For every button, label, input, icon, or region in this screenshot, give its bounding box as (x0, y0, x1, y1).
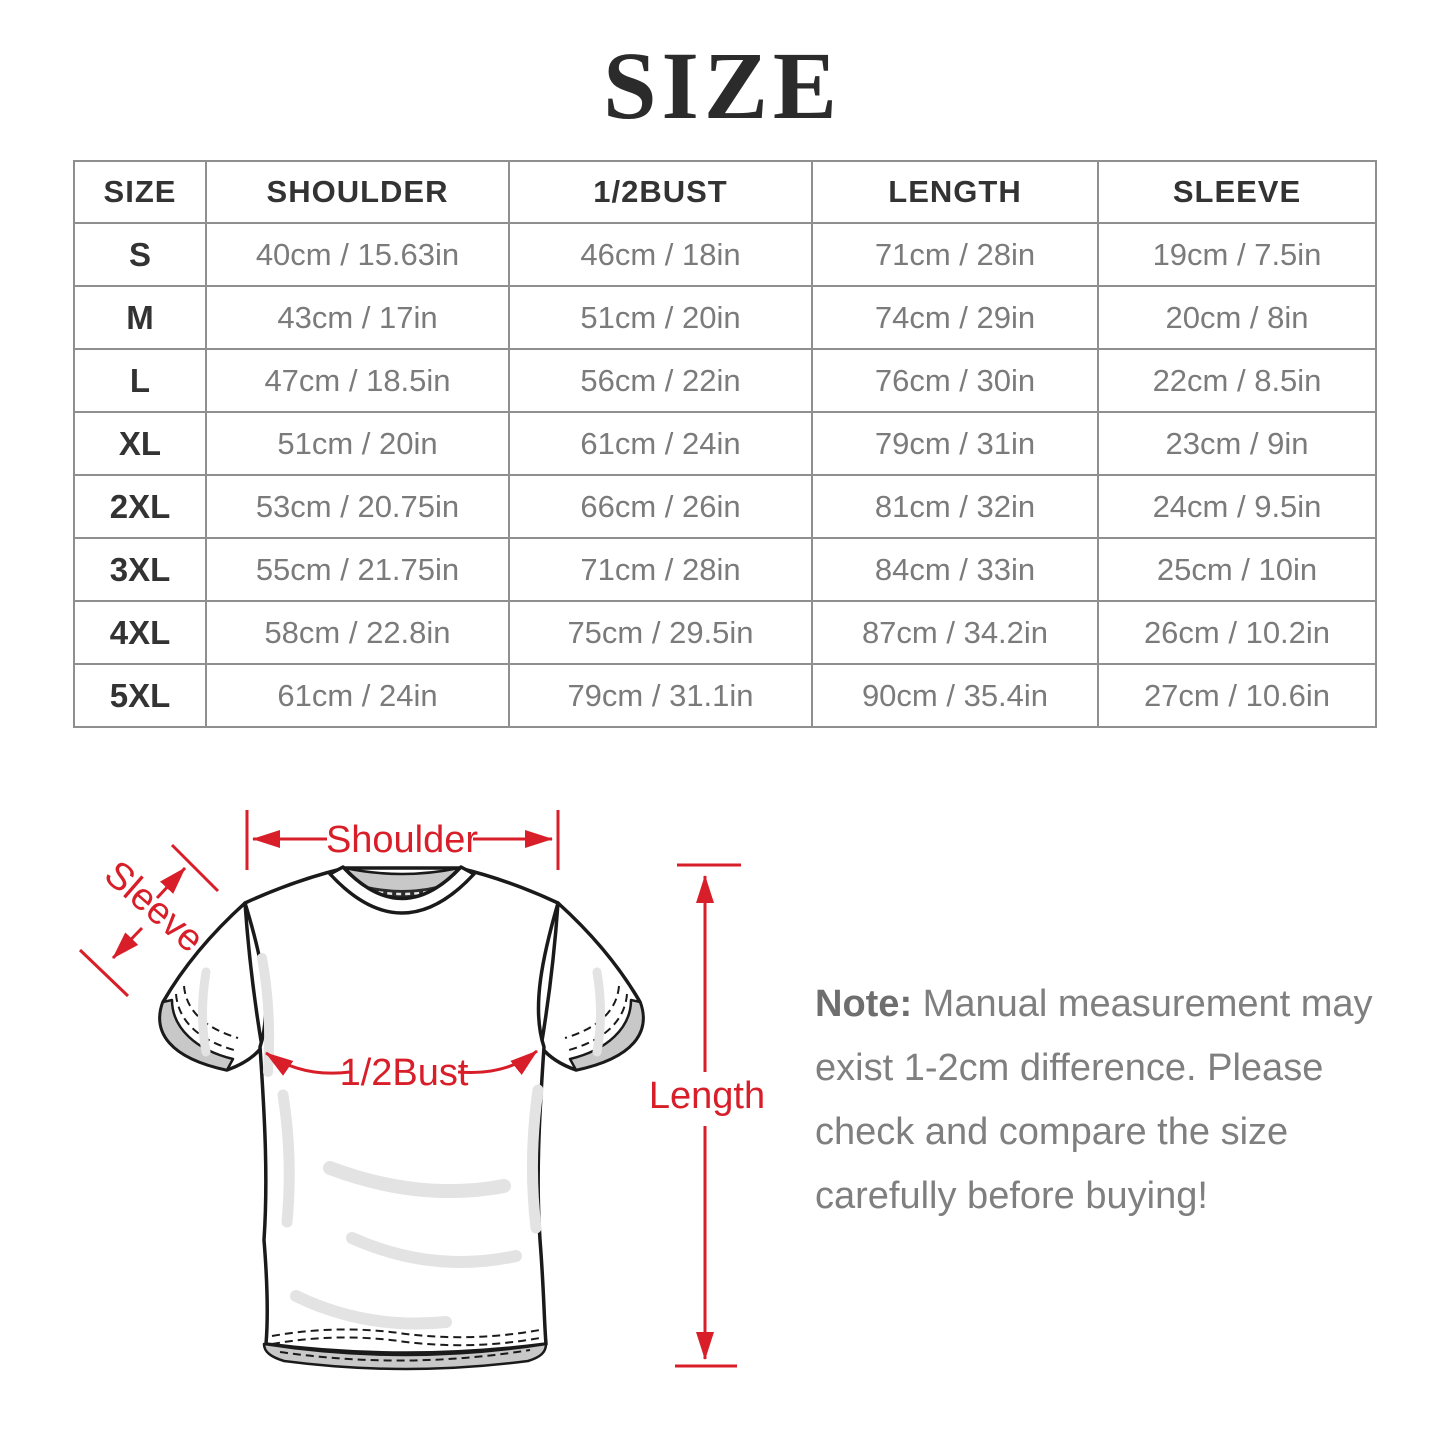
half-bust-measure-annotation: 1/2Bust (265, 1049, 538, 1094)
shoulder-measure-annotation: Shoulder (245, 810, 560, 870)
size-label: S (73, 222, 207, 287)
left-cuff-stitching (175, 993, 235, 1051)
table-row: 4XL 58cm / 22.8in 75cm / 29.5in 87cm / 3… (73, 600, 1377, 665)
size-label: 5XL (73, 663, 207, 728)
collar-rib-band (328, 865, 476, 915)
length-value: 81cm / 32in (811, 474, 1099, 539)
wrinkle (277, 1089, 295, 1228)
shoulder-value: 47cm / 18.5in (205, 348, 510, 413)
note-line: Note: Manual measurement may (815, 972, 1395, 1036)
wrinkle (592, 967, 605, 1057)
sleeve-arrow-up-icon (155, 866, 187, 900)
wrinkle (526, 1084, 544, 1234)
sleeve-lower-tick (78, 948, 130, 998)
sleeve-value: 22cm / 8.5in (1097, 348, 1377, 413)
length-value: 90cm / 35.4in (811, 663, 1099, 728)
table-row: M 43cm / 17in 51cm / 20in 74cm / 29in 20… (73, 285, 1377, 350)
half-bust-value: 51cm / 20in (508, 285, 813, 350)
left-cuff-opening (158, 998, 235, 1072)
note-text: Manual measurement may (922, 983, 1373, 1025)
note-line: exist 1-2cm difference. Please (815, 1047, 1324, 1089)
table-row: 3XL 55cm / 21.75in 71cm / 28in 84cm / 33… (73, 537, 1377, 602)
page-title: SIZE (603, 32, 842, 139)
sleeve-value: 19cm / 7.5in (1097, 222, 1377, 287)
hem-stitching (271, 1336, 541, 1347)
table-row: S 40cm / 15.63in 46cm / 18in 71cm / 28in… (73, 222, 1377, 287)
wrinkle (346, 1232, 522, 1268)
tshirt-illustration (158, 865, 645, 1371)
wrinkle (198, 967, 211, 1057)
shoulder-value: 53cm / 20.75in (205, 474, 510, 539)
half-bust-arrow-left-icon (265, 1051, 351, 1076)
size-label: 3XL (73, 537, 207, 602)
half-bust-value: 66cm / 26in (508, 474, 813, 539)
half-bust-value: 75cm / 29.5in (508, 600, 813, 665)
length-label: Length (649, 1075, 765, 1117)
sleeve-value: 26cm / 10.2in (1097, 600, 1377, 665)
half-bust-value: 71cm / 28in (508, 537, 813, 602)
sleeve-value: 25cm / 10in (1097, 537, 1377, 602)
sleeve-arrow-down-icon (111, 926, 144, 960)
length-value: 71cm / 28in (811, 222, 1099, 287)
shoulder-value: 58cm / 22.8in (205, 600, 510, 665)
size-label: M (73, 285, 207, 350)
sleeve-value: 24cm / 9.5in (1097, 474, 1377, 539)
hem-roll (262, 1342, 548, 1371)
shoulder-value: 51cm / 20in (205, 411, 510, 476)
sleeve-upper-tick (170, 843, 220, 893)
note-line: check and compare the size (815, 1111, 1289, 1153)
left-cuff-stitching (183, 985, 239, 1039)
column-header-half-bust: 1/2BUST (508, 160, 813, 224)
size-label: XL (73, 411, 207, 476)
shoulder-value: 61cm / 24in (205, 663, 510, 728)
sleeve-value: 23cm / 9in (1097, 411, 1377, 476)
half-bust-label: 1/2Bust (340, 1052, 469, 1094)
hem-roll-stitching (279, 1349, 531, 1362)
size-table: SIZE SHOULDER 1/2BUST LENGTH SLEEVE S 40… (73, 160, 1377, 728)
column-header-length: LENGTH (811, 160, 1099, 224)
tshirt-body (243, 866, 560, 1355)
table-row: 5XL 61cm / 24in 79cm / 31.1in 90cm / 35.… (73, 663, 1377, 728)
shoulder-value: 55cm / 21.75in (205, 537, 510, 602)
shoulder-label: Shoulder (326, 819, 478, 861)
length-value: 87cm / 34.2in (811, 600, 1099, 665)
measurement-note: Note: Manual measurement may exist 1-2cm… (815, 972, 1395, 1228)
length-value: 79cm / 31in (811, 411, 1099, 476)
right-cuff-stitching (564, 985, 620, 1039)
note-line: carefully before buying! (815, 1175, 1208, 1217)
shoulder-value: 40cm / 15.63in (205, 222, 510, 287)
right-cuff-opening (568, 998, 645, 1072)
size-label: 4XL (73, 600, 207, 665)
table-row: L 47cm / 18.5in 56cm / 22in 76cm / 30in … (73, 348, 1377, 413)
table-row: XL 51cm / 20in 61cm / 24in 79cm / 31in 2… (73, 411, 1377, 476)
half-bust-arrow-right-icon (457, 1049, 538, 1075)
table-header-row: SIZE SHOULDER 1/2BUST LENGTH SLEEVE (73, 160, 1377, 224)
sleeve-value: 27cm / 10.6in (1097, 663, 1377, 728)
length-measure-annotation: Length (649, 863, 765, 1368)
length-value: 76cm / 30in (811, 348, 1099, 413)
hem-stitching (271, 1328, 541, 1339)
size-label: L (73, 348, 207, 413)
column-header-size: SIZE (73, 160, 207, 224)
half-bust-value: 61cm / 24in (508, 411, 813, 476)
length-value: 74cm / 29in (811, 285, 1099, 350)
right-cuff-stitching (568, 993, 628, 1051)
column-header-sleeve: SLEEVE (1097, 160, 1377, 224)
table-row: 2XL 53cm / 20.75in 66cm / 26in 81cm / 32… (73, 474, 1377, 539)
half-bust-value: 46cm / 18in (508, 222, 813, 287)
half-bust-value: 56cm / 22in (508, 348, 813, 413)
column-header-shoulder: SHOULDER (205, 160, 510, 224)
tshirt-measurement-diagram: Shoulder Sleeve 1/2Bust Length (78, 810, 765, 1371)
size-label: 2XL (73, 474, 207, 539)
half-bust-value: 79cm / 31.1in (508, 663, 813, 728)
wrinkle (323, 1161, 511, 1199)
note-label: Note: (815, 983, 913, 1025)
length-value: 84cm / 33in (811, 537, 1099, 602)
shoulder-value: 43cm / 17in (205, 285, 510, 350)
wrinkle (290, 1290, 452, 1330)
sleeve-value: 20cm / 8in (1097, 285, 1377, 350)
